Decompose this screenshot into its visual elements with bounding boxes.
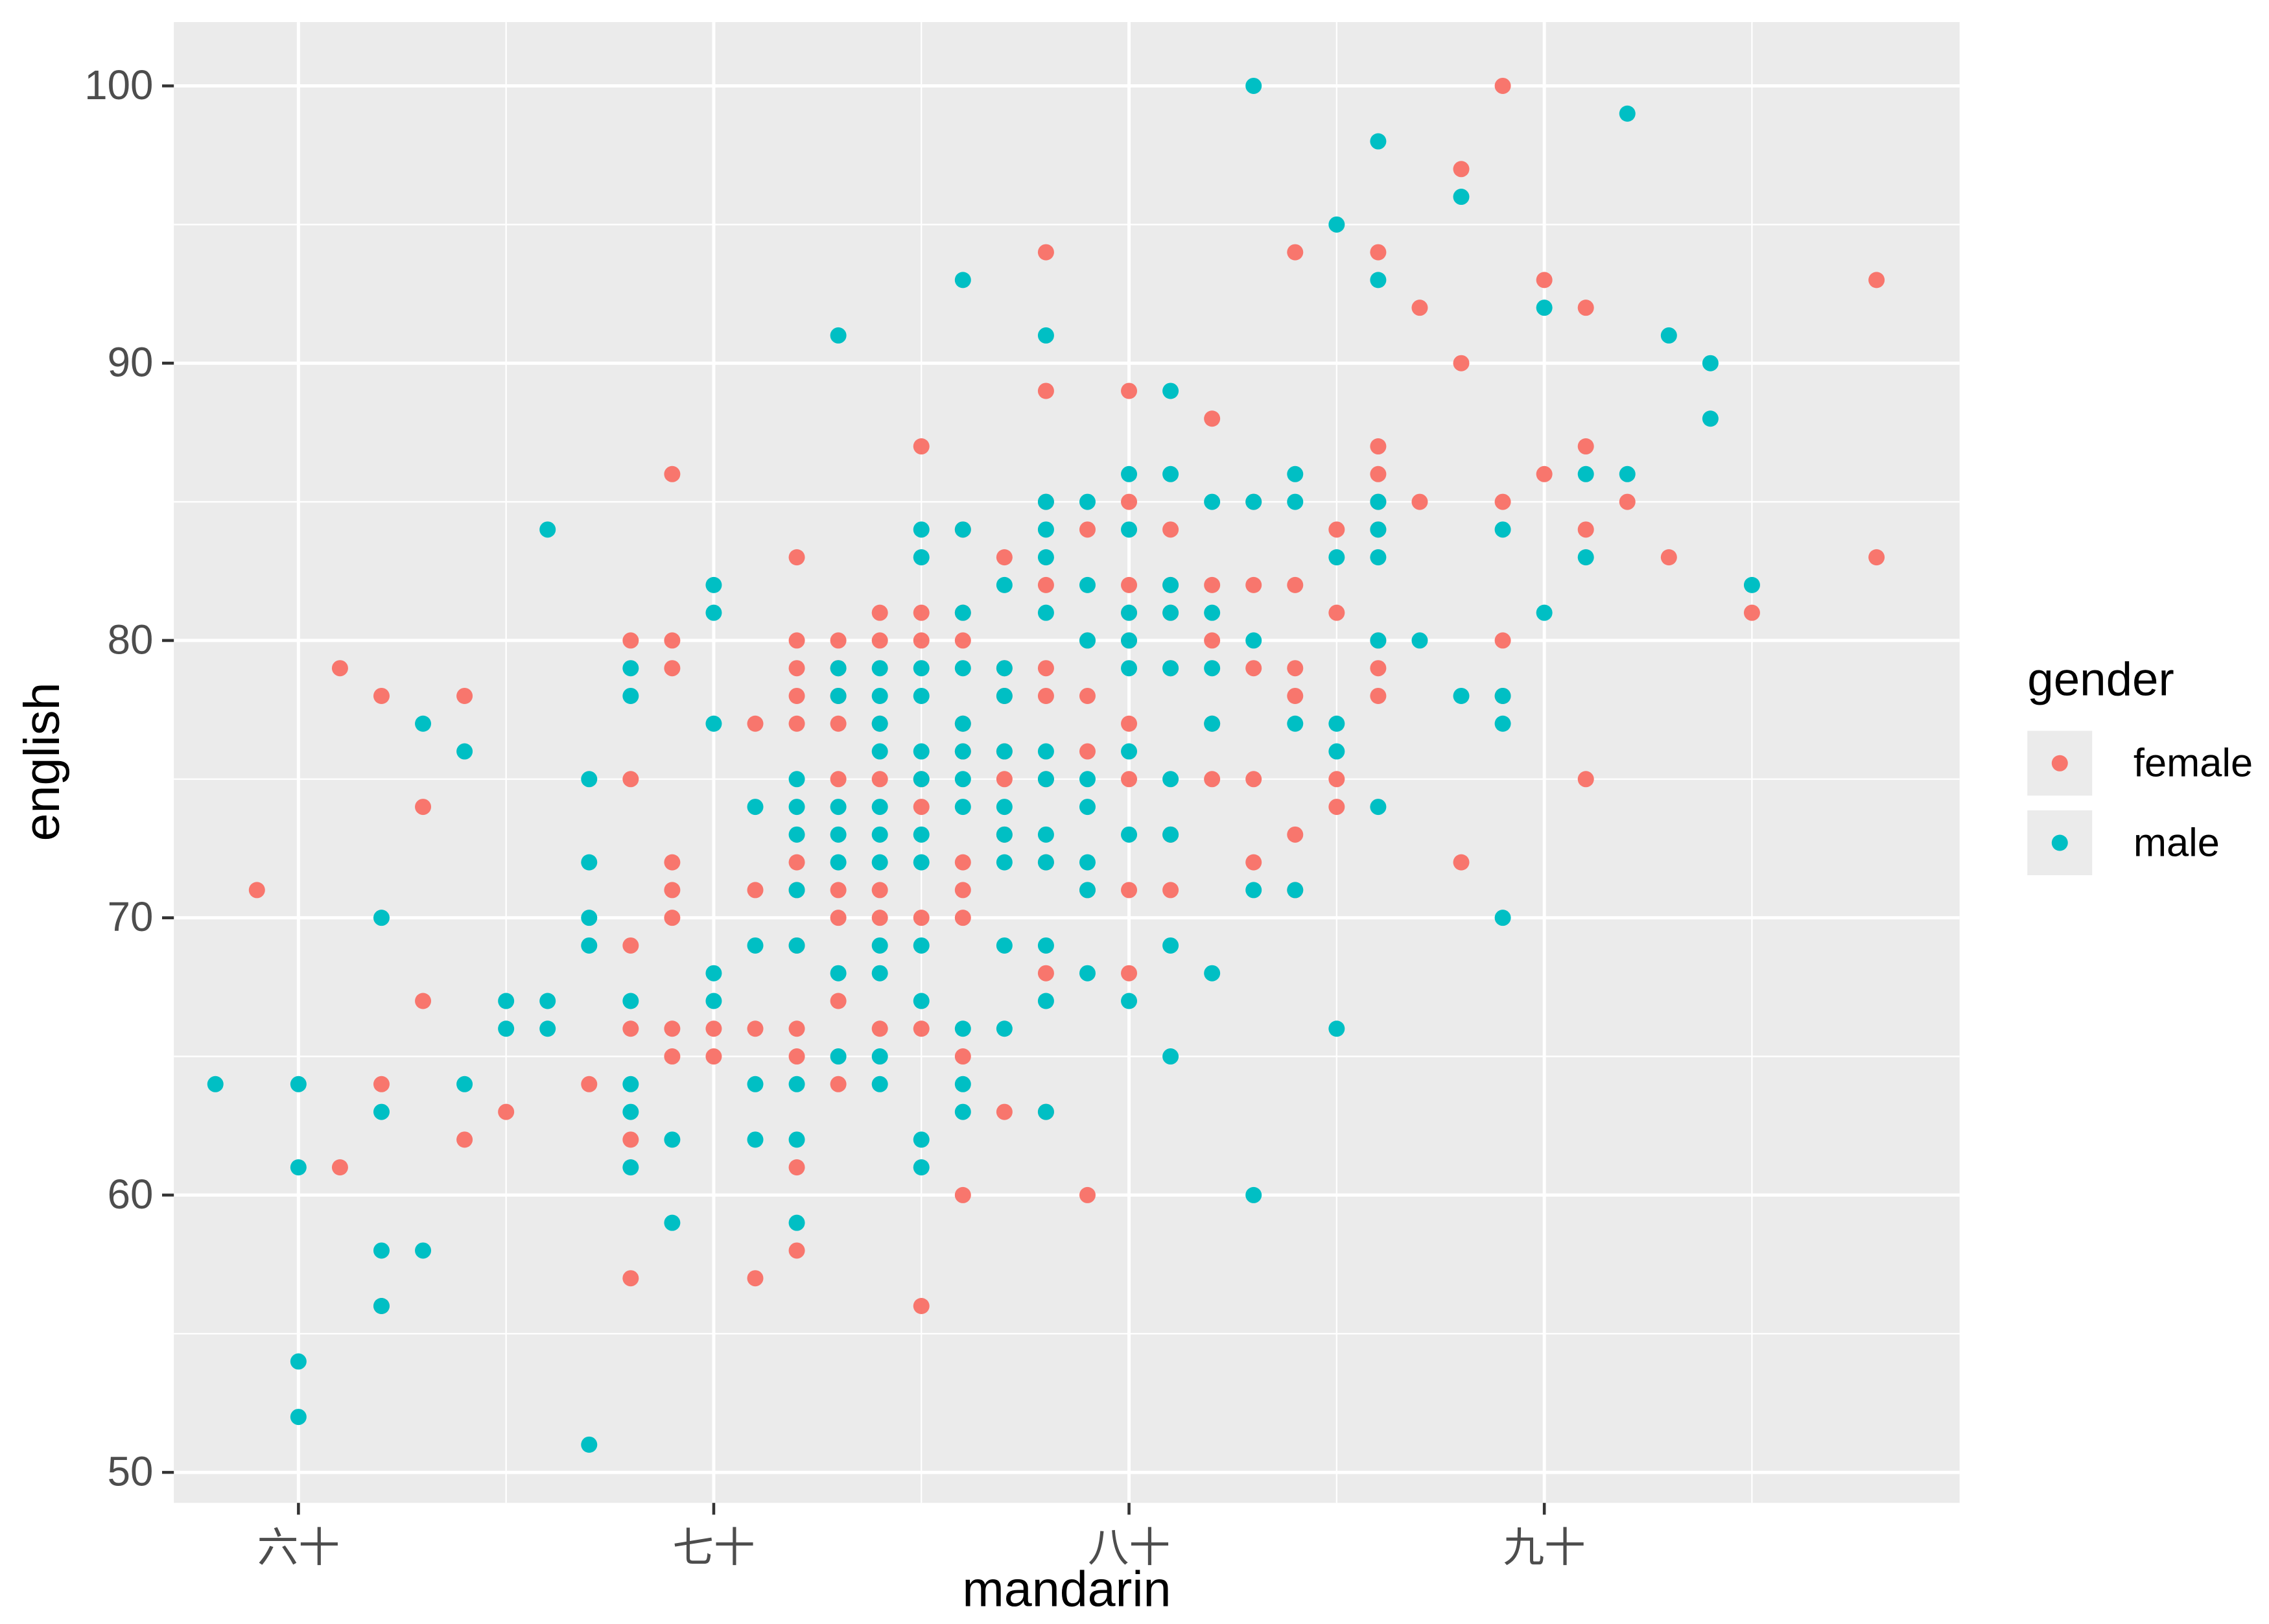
legend: gender female male <box>2027 653 2253 875</box>
svg-text:50: 50 <box>108 1449 154 1495</box>
svg-text:八十: 八十 <box>1088 1525 1170 1571</box>
svg-text:六十: 六十 <box>257 1525 340 1571</box>
legend-label-female: female <box>2134 741 2253 786</box>
svg-text:70: 70 <box>108 894 154 940</box>
svg-text:90: 90 <box>108 340 154 386</box>
x-axis-title: mandarin <box>962 1561 1171 1617</box>
legend-label-male: male <box>2134 820 2220 865</box>
axis-ticks: 六十 七十 八十 九十 50 60 70 80 90 100 <box>84 62 1586 1571</box>
legend-title: gender <box>2027 653 2174 706</box>
svg-text:80: 80 <box>108 617 154 663</box>
svg-text:九十: 九十 <box>1503 1525 1586 1571</box>
legend-item-male: male <box>2027 810 2220 875</box>
svg-text:60: 60 <box>108 1171 154 1218</box>
legend-item-female: female <box>2027 731 2253 796</box>
y-axis-title: english <box>14 683 70 841</box>
svg-text:100: 100 <box>84 62 153 108</box>
legend-dot-female <box>2051 755 2068 771</box>
plot-panel <box>174 22 1960 1503</box>
legend-dot-male <box>2051 834 2068 851</box>
svg-text:七十: 七十 <box>672 1525 755 1571</box>
minor-gridlines <box>174 22 1960 1503</box>
data-points <box>207 77 1885 1453</box>
major-gridlines <box>174 22 1960 1503</box>
